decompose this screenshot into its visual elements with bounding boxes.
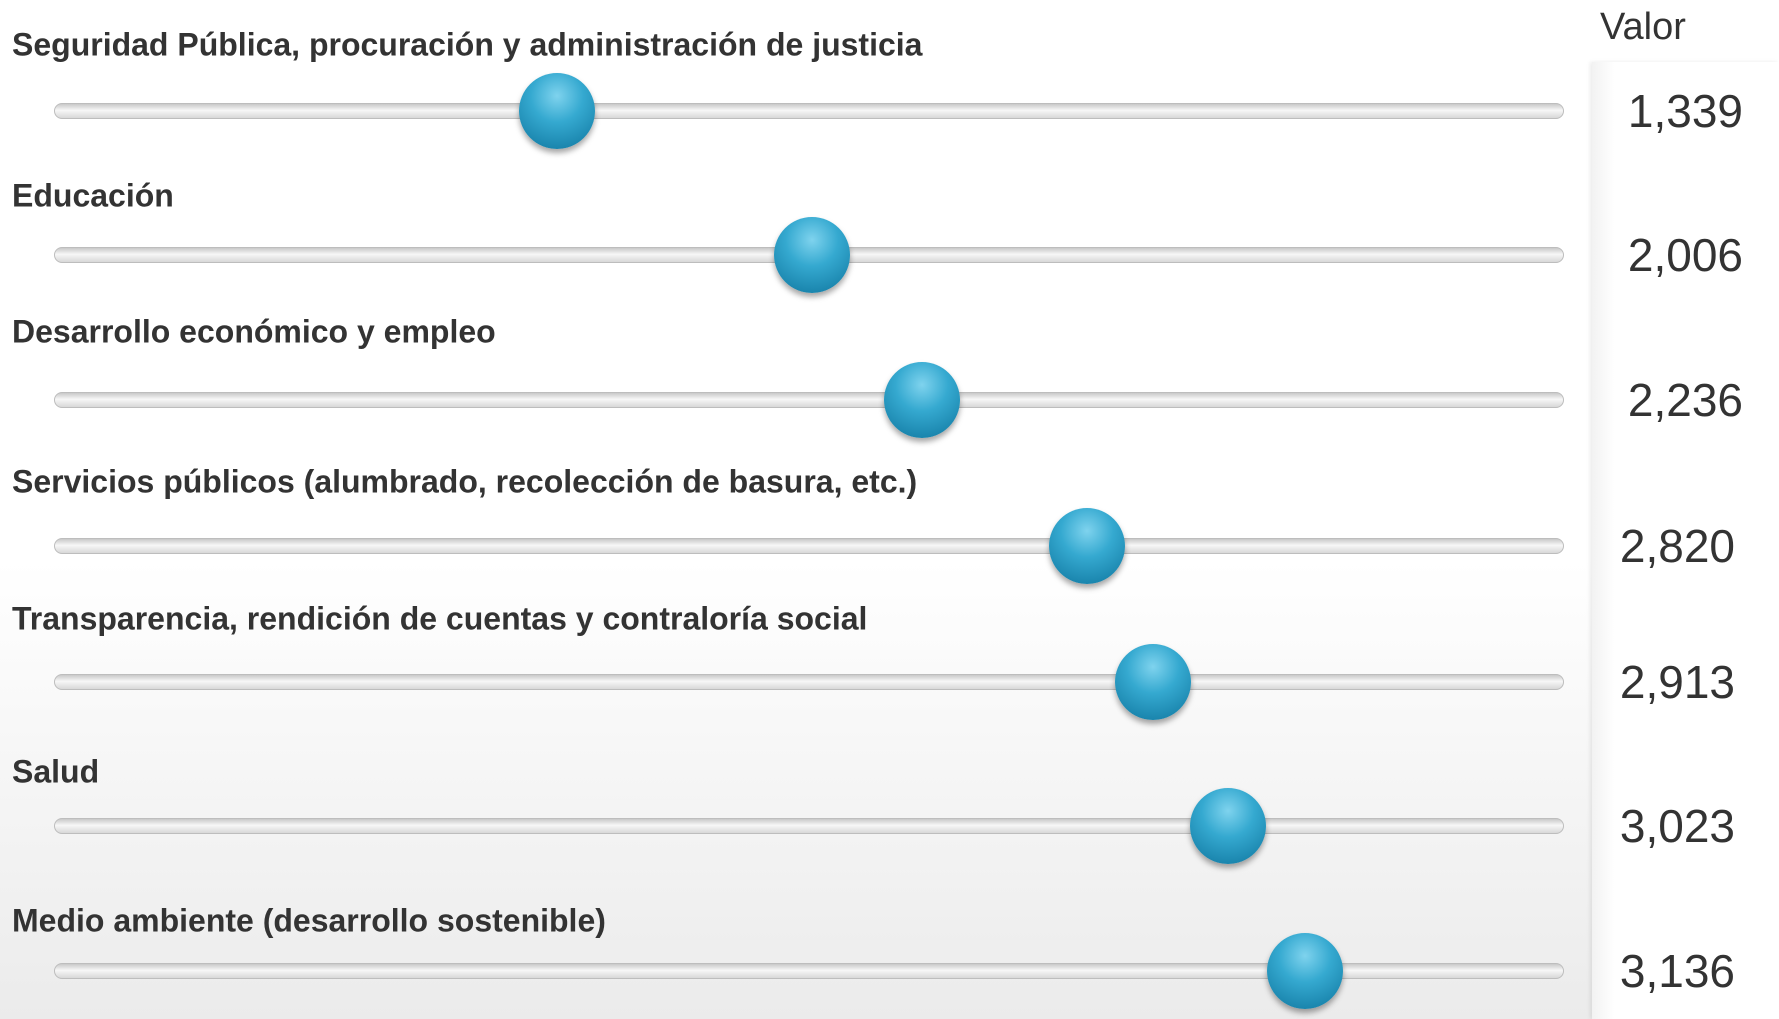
- slider-label: Servicios públicos (alumbrado, recolecci…: [12, 463, 918, 500]
- slider-knob[interactable]: [884, 362, 960, 438]
- slider-track[interactable]: [54, 818, 1564, 834]
- slider-track[interactable]: [54, 674, 1564, 690]
- slider-label: Medio ambiente (desarrollo sostenible): [12, 902, 606, 939]
- slider-track[interactable]: [54, 538, 1564, 554]
- slider-track[interactable]: [54, 963, 1564, 979]
- slider-knob[interactable]: [519, 73, 595, 149]
- value-header: Valor: [1600, 6, 1686, 48]
- slider-knob[interactable]: [774, 217, 850, 293]
- slider-value: 3,136: [1619, 945, 1735, 997]
- slider-label: Seguridad Pública, procuración y adminis…: [12, 26, 923, 63]
- slider-label: Educación: [12, 177, 174, 214]
- slider-value: 2,913: [1619, 656, 1735, 708]
- slider-knob[interactable]: [1190, 788, 1266, 864]
- slider-knob[interactable]: [1049, 508, 1125, 584]
- slider-track[interactable]: [54, 392, 1564, 408]
- slider-value: 2,820: [1619, 520, 1735, 572]
- value-panel: [1592, 62, 1779, 1019]
- slider-knob[interactable]: [1115, 644, 1191, 720]
- slider-value: 2,236: [1627, 374, 1743, 426]
- slider-label: Desarrollo económico y empleo: [12, 313, 496, 350]
- slider-value: 3,023: [1619, 800, 1735, 852]
- slider-label: Salud: [12, 753, 100, 790]
- slider-knob[interactable]: [1267, 933, 1343, 1009]
- slider-value: 2,006: [1627, 229, 1743, 281]
- slider-value: 1,339: [1627, 85, 1743, 137]
- slider-track[interactable]: [54, 103, 1564, 119]
- slider-label: Transparencia, rendición de cuentas y co…: [12, 600, 868, 637]
